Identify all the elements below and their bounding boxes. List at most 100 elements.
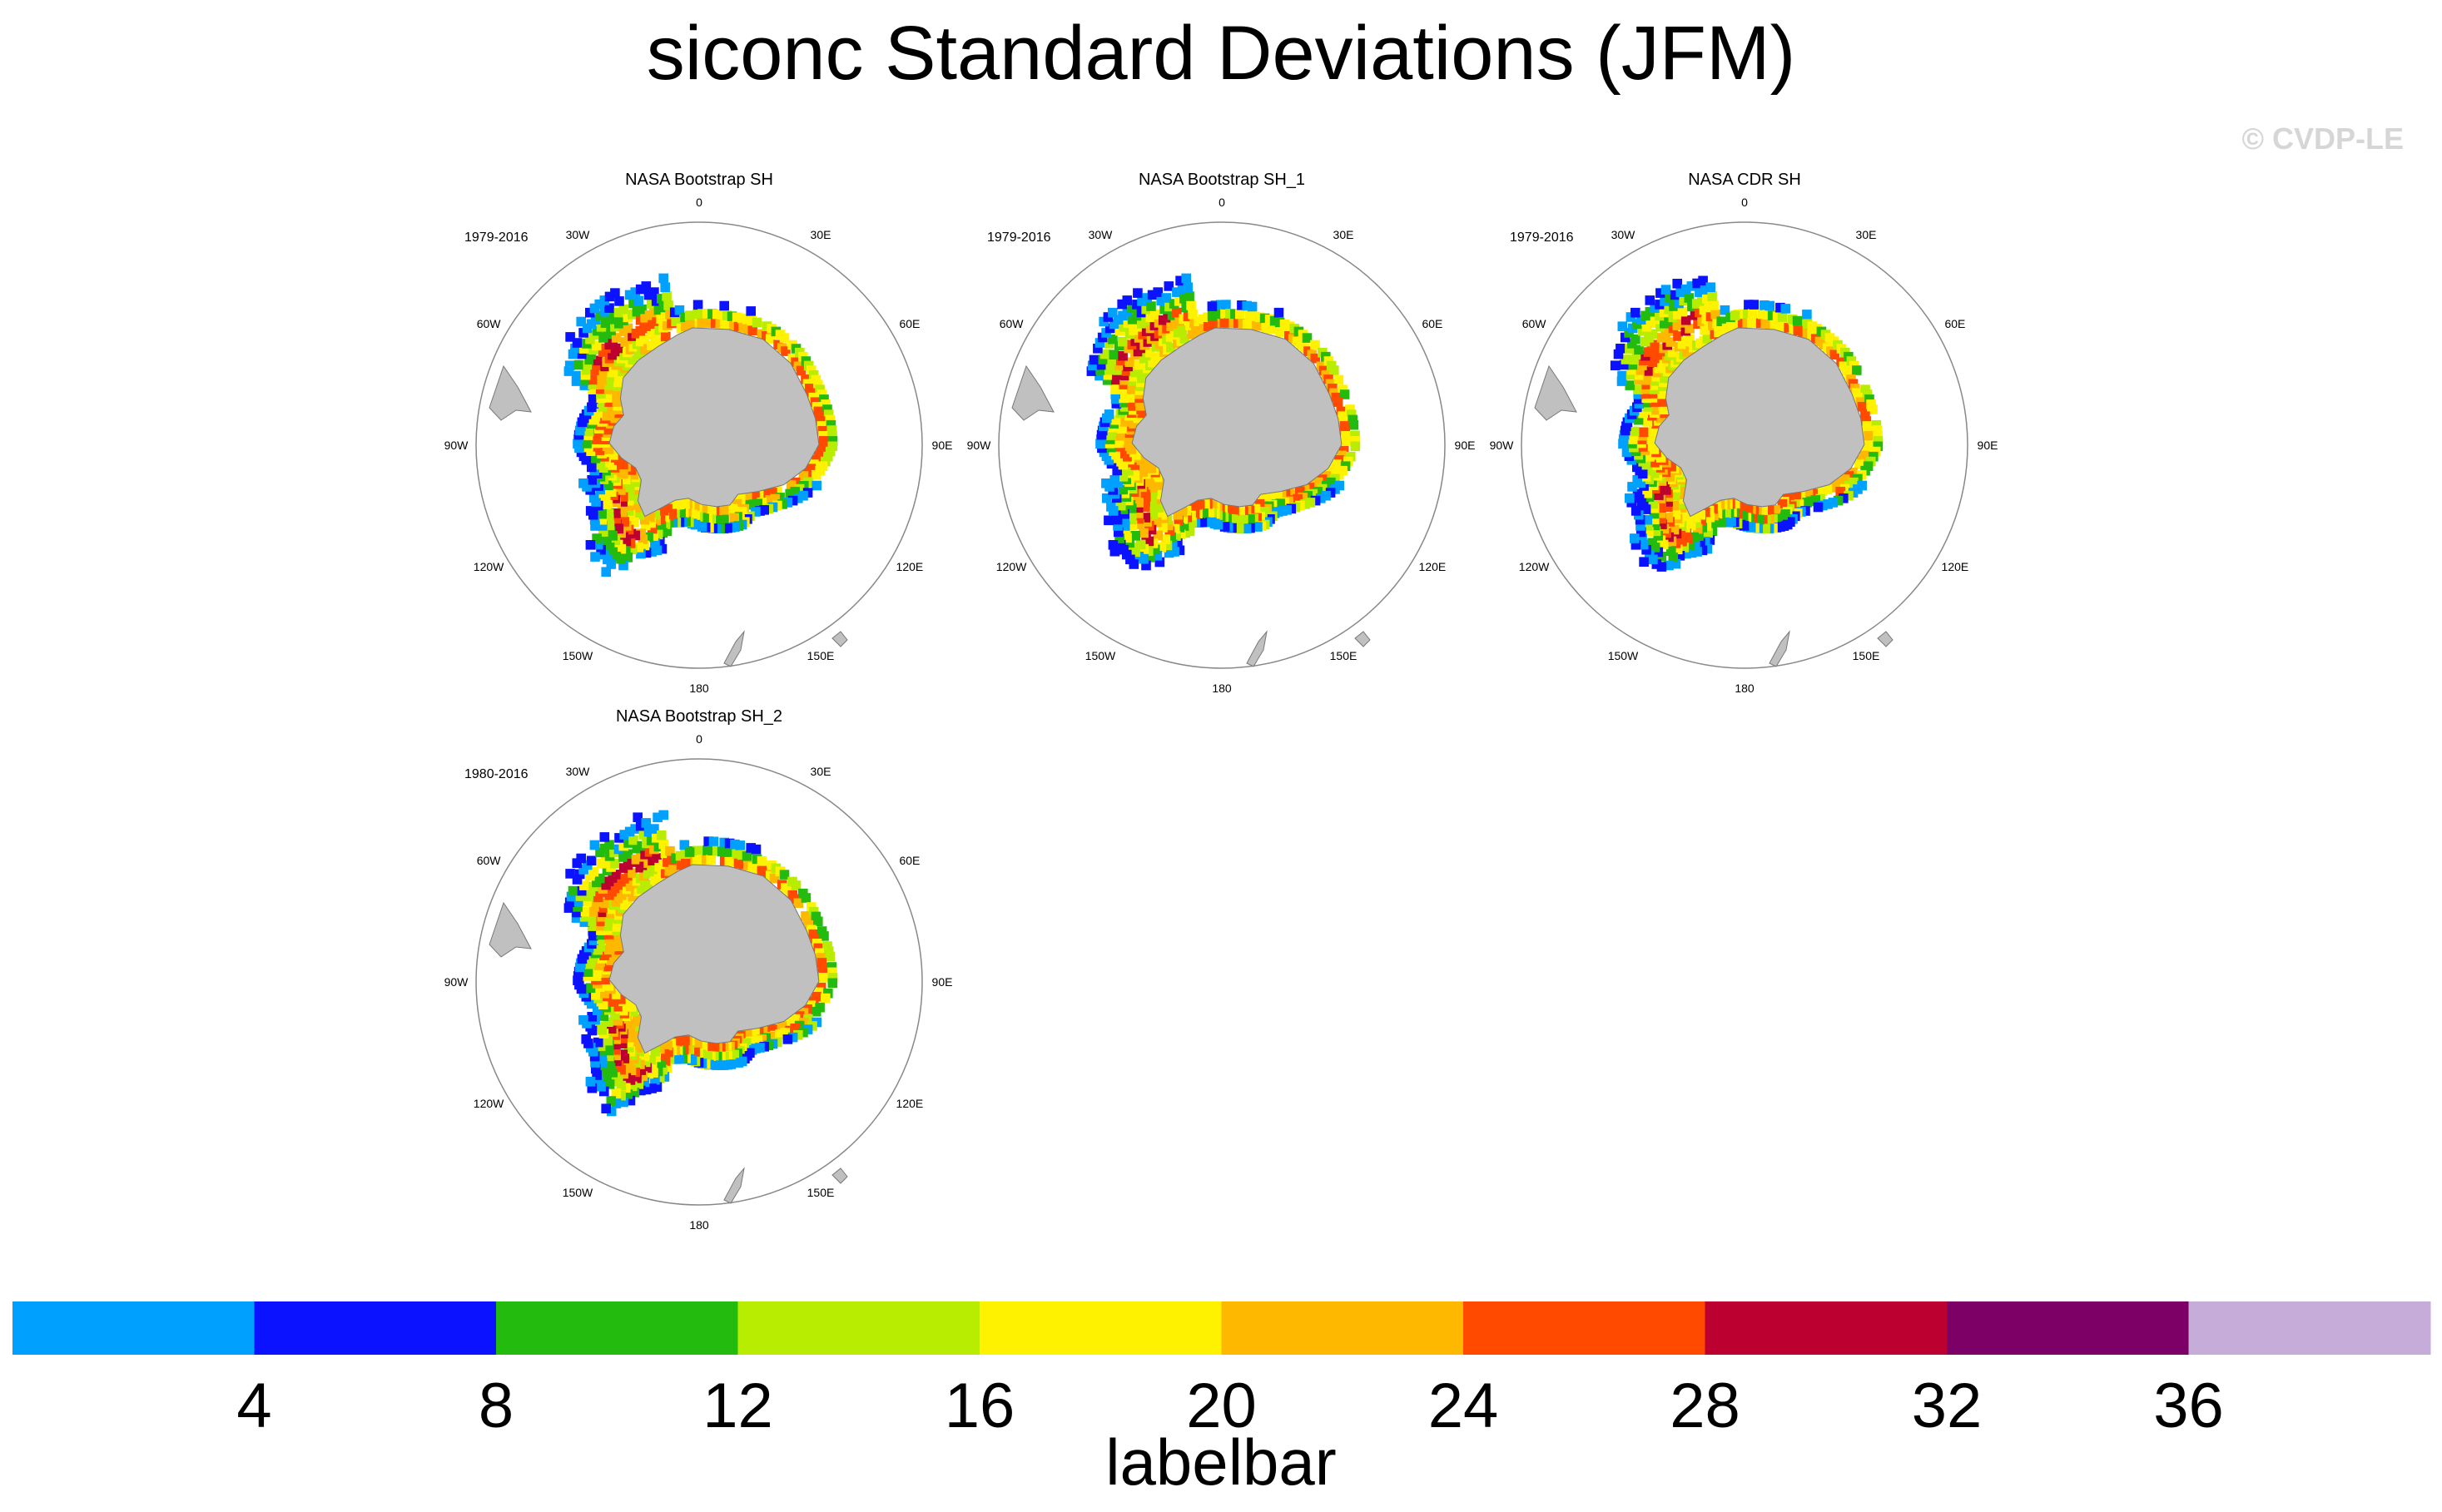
- sea-ice-cell: [1649, 508, 1660, 519]
- colorbar-segment: [496, 1301, 738, 1355]
- polar-map: 0 30E 60E 90E 120E 150E 180 150W 120W 90W 60W 30W: [1490, 196, 1998, 695]
- sea-ice-cell: [606, 1096, 617, 1106]
- sea-ice-cell: [818, 968, 828, 978]
- sea-ice-cell: [823, 451, 833, 462]
- sea-ice-cell: [1630, 307, 1640, 318]
- sea-ice-cell: [812, 480, 821, 491]
- sea-ice-cell: [588, 493, 599, 503]
- sea-ice-cell: [1621, 354, 1631, 364]
- sea-ice-cell: [1303, 491, 1313, 501]
- sea-ice-cell: [1643, 521, 1653, 531]
- sea-ice-cell: [692, 300, 703, 310]
- sea-ice-cell: [813, 379, 823, 390]
- sea-ice-cell: [601, 1103, 611, 1113]
- sea-ice-cell: [1302, 333, 1313, 343]
- polar-map: 0 30E 60E 90E 120E 150E 180 150W 120W 90W 60W 30W: [444, 732, 953, 1232]
- sea-ice-cell: [1802, 319, 1813, 330]
- sea-ice-cell: [628, 298, 638, 309]
- new-zealand-landmass: [723, 1167, 745, 1204]
- sea-ice-cell: [703, 836, 713, 846]
- panel-title: NASA CDR SH: [1688, 171, 1801, 189]
- sea-ice-cell: [624, 1028, 635, 1038]
- copyright-watermark: © CVDP-LE: [2241, 121, 2404, 156]
- sea-ice-cell: [823, 988, 833, 999]
- sea-ice-cell: [638, 830, 649, 840]
- sea-ice-cell: [1152, 551, 1163, 561]
- sea-ice-cell: [588, 374, 598, 385]
- sea-ice-cell: [1663, 497, 1673, 507]
- sea-ice-cell: [671, 1054, 682, 1064]
- south-america-landmass: [1534, 364, 1577, 421]
- sea-ice-cell: [1134, 513, 1144, 524]
- sea-ice-cell: [1145, 553, 1156, 563]
- sea-ice-cell: [1181, 302, 1191, 313]
- sea-ice-cell: [1253, 522, 1263, 532]
- sea-ice-cell: [1114, 527, 1124, 538]
- sea-ice-cell: [1638, 427, 1649, 438]
- longitude-label: 150W: [1608, 649, 1639, 662]
- sea-ice-cell: [602, 1074, 612, 1085]
- sea-ice-cell: [1150, 310, 1160, 320]
- sea-ice-cell: [1827, 483, 1838, 493]
- sea-ice-cell: [692, 845, 702, 856]
- sea-ice-cell: [1156, 295, 1166, 306]
- sea-ice-cell: [633, 543, 644, 553]
- sea-ice-cell: [1873, 430, 1883, 441]
- sea-ice-cell: [1714, 327, 1724, 338]
- sea-ice-cell: [1106, 502, 1116, 512]
- sea-ice-cell: [599, 549, 609, 560]
- south-america-landmass: [489, 901, 532, 958]
- sea-ice-cell: [769, 873, 780, 884]
- sea-ice-cell: [1692, 547, 1702, 557]
- sea-ice-cell: [632, 1073, 642, 1083]
- panel-years: 1980-2016: [464, 767, 529, 781]
- sea-ice-cell: [1709, 300, 1719, 310]
- sea-ice-cell: [1117, 299, 1127, 310]
- sea-ice-cell: [585, 983, 596, 993]
- tasmania-landmass: [1354, 631, 1371, 647]
- sea-ice-cell: [612, 934, 623, 944]
- sea-ice-cell: [565, 332, 575, 342]
- longitude-label: 30W: [1611, 228, 1636, 241]
- sea-ice-cell: [1348, 414, 1357, 425]
- sea-ice-cell: [613, 343, 623, 354]
- sea-ice-cell: [582, 364, 592, 375]
- sea-ice-cell: [595, 1021, 605, 1032]
- longitude-label: 90W: [967, 439, 992, 452]
- sea-ice-cell: [729, 513, 739, 523]
- sea-ice-cell: [1632, 475, 1642, 485]
- sea-ice-cell: [660, 282, 670, 292]
- sea-ice-cell: [606, 1106, 617, 1117]
- sea-ice-cell: [1669, 506, 1680, 516]
- sea-ice-cell: [593, 1076, 603, 1087]
- sea-ice-cell: [635, 284, 646, 295]
- sea-ice-cell: [649, 287, 659, 297]
- sea-ice-cell: [1313, 487, 1323, 497]
- sea-ice-cell: [599, 533, 609, 543]
- sea-ice-cell: [1207, 310, 1218, 320]
- sea-ice-cell: [747, 315, 757, 326]
- sea-ice-cell: [1631, 349, 1642, 359]
- sea-ice-cell: [1710, 518, 1720, 528]
- sea-ice-cell: [1264, 315, 1275, 325]
- sea-ice-cell: [643, 1068, 653, 1079]
- sea-ice-cell: [1675, 551, 1685, 561]
- sea-ice-cell: [1685, 540, 1695, 551]
- sea-ice-cell: [757, 855, 767, 866]
- sea-ice-cell: [618, 502, 628, 512]
- sea-ice-cell: [817, 426, 828, 436]
- sea-ice-cell: [570, 344, 580, 354]
- colorbar-segment: [2188, 1301, 2431, 1355]
- sea-ice-cell: [719, 837, 729, 848]
- sea-ice-cell: [1767, 310, 1778, 320]
- sea-ice-cell: [1672, 544, 1683, 555]
- longitude-label: 120W: [474, 1097, 504, 1110]
- sea-ice-cell: [1161, 293, 1172, 303]
- sea-ice-cell: [1743, 504, 1754, 514]
- sea-ice-cell: [1787, 315, 1798, 325]
- sea-ice-cell: [1266, 324, 1276, 335]
- sea-ice-cell: [1669, 301, 1679, 311]
- sea-ice-cell: [1108, 307, 1118, 318]
- sea-ice-cell: [1235, 506, 1245, 517]
- sea-ice-cell: [1868, 404, 1878, 414]
